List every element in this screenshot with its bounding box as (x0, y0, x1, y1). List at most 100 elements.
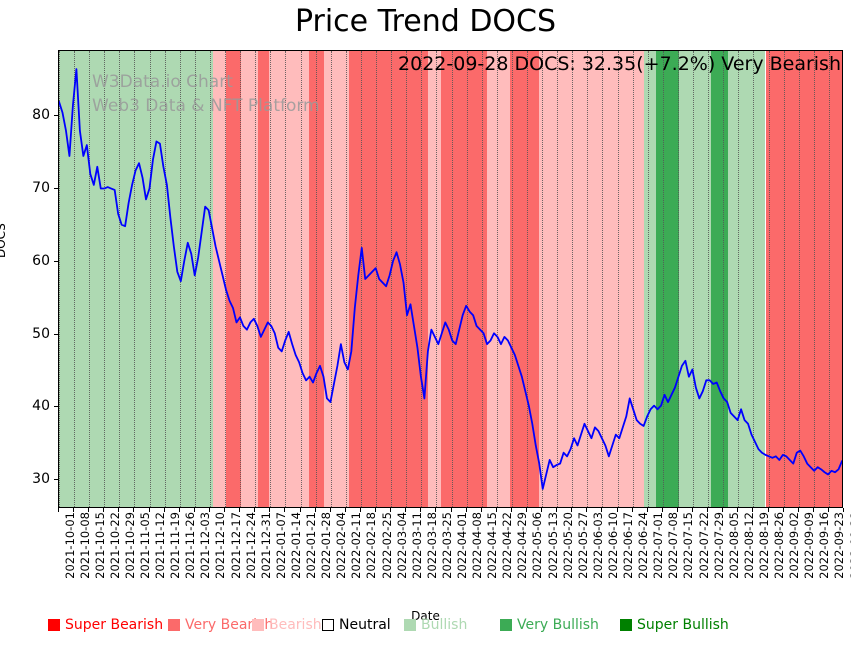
x-axis-tick-mark (752, 508, 754, 512)
x-axis-tick-mark (148, 508, 150, 512)
legend-item[interactable]: Super Bearish (48, 617, 163, 633)
y-axis-tick-mark (54, 406, 58, 408)
legend-swatch-icon (168, 619, 180, 631)
x-axis-tick-label: 2022-06-24 (636, 512, 651, 579)
vertical-gridline (587, 51, 589, 507)
sentiment-band (727, 51, 766, 507)
x-axis-tick-mark (103, 508, 105, 512)
x-axis-tick-label: 2022-05-13 (545, 512, 560, 579)
x-axis-tick-mark (495, 508, 497, 512)
x-axis-tick-label: 2022-09-09 (802, 512, 817, 579)
x-axis-tick-mark (344, 508, 346, 512)
vertical-gridline (828, 51, 830, 507)
vertical-gridline (406, 51, 408, 507)
vertical-gridline (300, 51, 302, 507)
x-axis-tick-label: 2022-07-01 (651, 512, 666, 579)
x-axis-tick-mark (420, 508, 422, 512)
vertical-gridline (693, 51, 695, 507)
vertical-gridline (617, 51, 619, 507)
x-axis-tick-mark (631, 508, 633, 512)
x-axis-tick-label: 2021-12-10 (213, 512, 228, 579)
legend-item[interactable]: Very Bullish (500, 617, 599, 633)
x-axis-tick-label: 2022-09-02 (787, 512, 802, 579)
x-axis-tick-label: 2021-12-03 (198, 512, 213, 579)
vertical-gridline (526, 51, 528, 507)
vertical-gridline (466, 51, 468, 507)
vertical-gridline (119, 51, 121, 507)
legend-swatch-icon (404, 619, 416, 631)
legend-swatch-icon (48, 619, 60, 631)
gridline-layer (59, 51, 842, 507)
x-axis-tick-label: 2022-04-15 (485, 512, 500, 579)
vertical-gridline (149, 51, 151, 507)
legend-item[interactable]: Neutral (322, 617, 391, 633)
legend-item[interactable]: Bullish (404, 617, 467, 633)
legend-item[interactable]: Super Bullish (620, 617, 729, 633)
legend-label: Very Bullish (517, 617, 599, 633)
vertical-gridline (783, 51, 785, 507)
x-axis-tick-label: 2022-05-06 (530, 512, 545, 579)
sentiment-band (257, 51, 270, 507)
vertical-gridline (391, 51, 393, 507)
x-axis-tick-label: 2021-12-17 (228, 512, 243, 579)
vertical-gridline (89, 51, 91, 507)
x-axis-tick-mark (450, 508, 452, 512)
x-axis-tick-mark (88, 508, 90, 512)
vertical-gridline (677, 51, 679, 507)
sentiment-band (59, 51, 213, 507)
y-axis-tick-label: 40 (32, 398, 50, 415)
x-axis-tick-mark (178, 508, 180, 512)
x-axis-tick-label: 2022-07-15 (681, 512, 696, 579)
vertical-gridline (285, 51, 287, 507)
x-axis-tick-label: 2022-02-18 (364, 512, 379, 579)
x-axis-label: Date (411, 609, 440, 623)
x-axis-tick-mark (269, 508, 271, 512)
vertical-gridline (270, 51, 272, 507)
x-axis-tick-mark (163, 508, 165, 512)
vertical-gridline (436, 51, 438, 507)
y-axis-tick-mark (54, 333, 58, 335)
vertical-gridline (59, 51, 60, 507)
vertical-gridline (632, 51, 634, 507)
x-axis-tick-mark (359, 508, 361, 512)
x-axis-tick-mark (797, 508, 799, 512)
x-axis-tick-label: 2022-09-28 (847, 512, 851, 579)
x-axis-tick-mark (722, 508, 724, 512)
x-axis-tick-mark (812, 508, 814, 512)
x-axis-tick-label: 2022-02-11 (349, 512, 364, 579)
x-axis-tick-mark (571, 508, 573, 512)
x-axis-tick-mark (827, 508, 829, 512)
x-axis-tick-label: 2021-10-01 (62, 512, 77, 579)
x-axis-tick-mark (284, 508, 286, 512)
legend-item[interactable]: Bearish (252, 617, 322, 633)
page-title: Price Trend DOCS (294, 4, 557, 39)
legend-swatch-icon (620, 619, 632, 631)
vertical-gridline (74, 51, 76, 507)
vertical-gridline (753, 51, 755, 507)
x-axis-tick-label: 2021-10-29 (122, 512, 137, 579)
vertical-gridline (542, 51, 544, 507)
legend-item[interactable]: Very Bearish (168, 617, 273, 633)
vertical-gridline (496, 51, 498, 507)
x-axis-tick-mark (782, 508, 784, 512)
vertical-gridline (164, 51, 166, 507)
y-axis-tick-label: 60 (32, 252, 50, 269)
sentiment-band (323, 51, 349, 507)
x-axis-tick-label: 2022-07-22 (696, 512, 711, 579)
x-axis-tick-mark (465, 508, 467, 512)
y-axis-tick-label: 30 (32, 470, 50, 487)
vertical-gridline (315, 51, 317, 507)
x-axis-tick-label: 2022-09-23 (832, 512, 847, 579)
sentiment-band (643, 51, 656, 507)
x-axis-tick-mark (767, 508, 769, 512)
x-axis-tick-mark (525, 508, 527, 512)
legend-label: Super Bullish (637, 617, 729, 633)
x-axis-tick-label: 2021-11-19 (168, 512, 183, 579)
legend-swatch-icon (322, 619, 334, 631)
vertical-gridline (104, 51, 106, 507)
x-axis-tick-mark (375, 508, 377, 512)
x-axis-tick-label: 2022-02-04 (334, 512, 349, 579)
vertical-gridline (511, 51, 513, 507)
x-axis-tick-mark (541, 508, 543, 512)
